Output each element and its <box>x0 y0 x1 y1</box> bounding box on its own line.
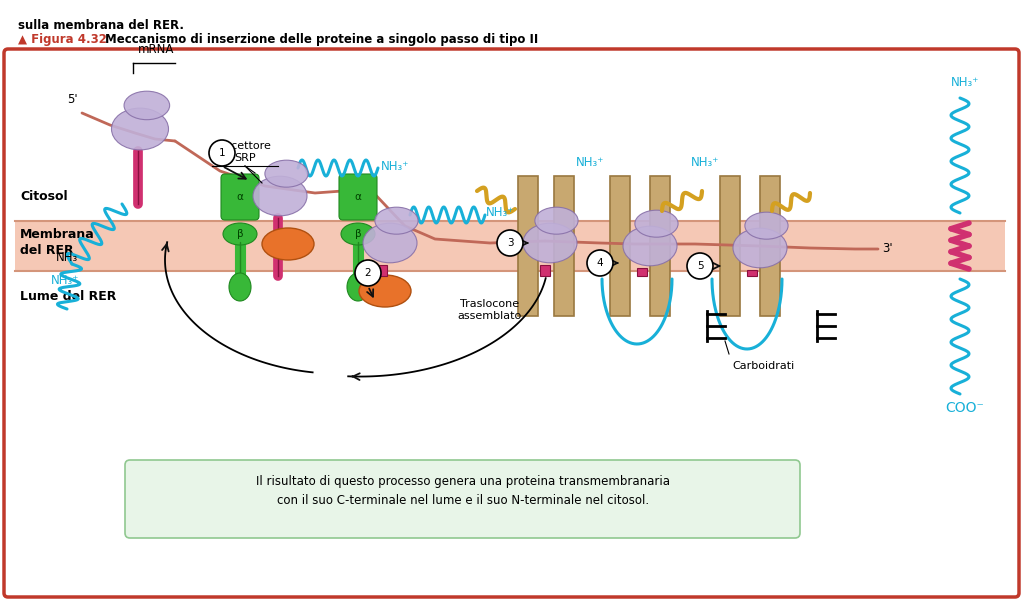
Bar <box>760 176 780 316</box>
Text: Citosol: Citosol <box>20 189 68 203</box>
Text: β: β <box>236 229 243 239</box>
Text: Traslocone
assemblato: Traslocone assemblato <box>458 299 522 322</box>
Ellipse shape <box>745 212 788 239</box>
Ellipse shape <box>347 273 369 301</box>
Bar <box>720 176 740 316</box>
Text: Lume del RER: Lume del RER <box>20 290 117 302</box>
Circle shape <box>687 253 713 279</box>
Text: NH₃⁺: NH₃⁺ <box>576 156 605 169</box>
Text: 3': 3' <box>882 242 893 255</box>
Text: Meccanismo di inserzione delle proteine a singolo passo di tipo II: Meccanismo di inserzione delle proteine … <box>105 33 538 46</box>
Circle shape <box>587 250 613 276</box>
Ellipse shape <box>623 226 677 266</box>
Ellipse shape <box>262 228 314 260</box>
Text: ▲ Figura 4.32: ▲ Figura 4.32 <box>18 33 106 46</box>
Text: NH₃⁺: NH₃⁺ <box>486 207 515 219</box>
Text: 2: 2 <box>364 268 371 278</box>
Ellipse shape <box>253 176 307 216</box>
Ellipse shape <box>229 273 251 301</box>
Ellipse shape <box>341 223 375 245</box>
Text: sulla membrana del RER.: sulla membrana del RER. <box>18 19 184 32</box>
Bar <box>637 268 647 276</box>
Ellipse shape <box>265 160 308 187</box>
Bar <box>554 176 574 316</box>
Text: α: α <box>236 192 243 202</box>
Ellipse shape <box>363 223 417 263</box>
Bar <box>650 176 670 316</box>
Text: 1: 1 <box>219 148 225 158</box>
Ellipse shape <box>223 223 257 245</box>
Ellipse shape <box>635 210 678 237</box>
FancyBboxPatch shape <box>221 174 259 220</box>
Ellipse shape <box>733 228 787 268</box>
FancyBboxPatch shape <box>125 460 800 538</box>
Bar <box>610 176 630 316</box>
Text: α: α <box>355 192 361 202</box>
Text: 4: 4 <box>596 258 604 268</box>
Text: NH₃⁺: NH₃⁺ <box>691 156 719 169</box>
Text: NH₃⁺: NH₃⁺ <box>51 275 79 287</box>
Ellipse shape <box>359 275 411 307</box>
Text: β: β <box>355 229 361 239</box>
Bar <box>747 270 757 276</box>
Circle shape <box>355 260 381 286</box>
Text: SRP: SRP <box>417 504 442 517</box>
Ellipse shape <box>535 207 578 234</box>
Text: Membrana
del RER: Membrana del RER <box>20 228 95 257</box>
Circle shape <box>497 230 523 256</box>
Text: COO⁻: COO⁻ <box>945 401 984 415</box>
Bar <box>15 221 1005 271</box>
Text: SRP: SRP <box>234 153 256 163</box>
Bar <box>518 176 538 316</box>
Text: mRNA: mRNA <box>138 43 174 56</box>
Circle shape <box>209 140 235 166</box>
Ellipse shape <box>112 108 169 150</box>
FancyBboxPatch shape <box>339 174 377 220</box>
Text: Recettore: Recettore <box>218 141 272 151</box>
Ellipse shape <box>124 91 170 120</box>
Ellipse shape <box>374 207 418 234</box>
Text: Carboidrati: Carboidrati <box>732 361 794 371</box>
Text: Il risultato di questo processo genera una proteina transmembranaria
con il suo : Il risultato di questo processo genera u… <box>256 475 670 507</box>
Text: 5: 5 <box>697 261 704 271</box>
Text: 5': 5' <box>66 93 78 106</box>
Bar <box>377 265 387 276</box>
Ellipse shape <box>523 223 577 263</box>
Ellipse shape <box>404 465 456 497</box>
Text: NH₃⁺: NH₃⁺ <box>950 76 979 90</box>
Text: 3: 3 <box>506 238 514 248</box>
Bar <box>540 265 550 276</box>
Text: NH₃: NH₃ <box>56 251 78 264</box>
FancyBboxPatch shape <box>4 49 1019 597</box>
Text: NH₃⁺: NH₃⁺ <box>381 159 409 172</box>
